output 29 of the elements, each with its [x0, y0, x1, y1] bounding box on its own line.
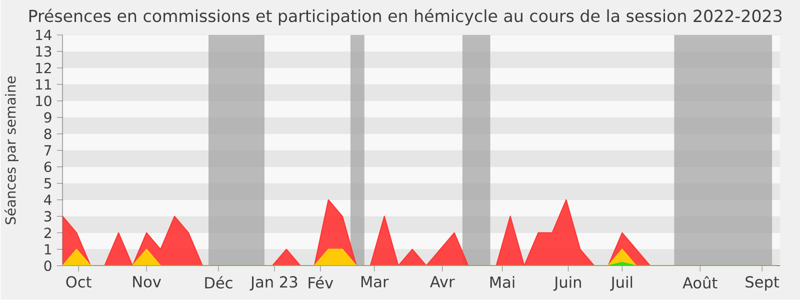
x-tick-label: Juin: [553, 276, 581, 291]
y-tick-label: 3: [44, 211, 52, 222]
x-tick-label: Mai: [490, 276, 514, 288]
y-tick-label: 9: [44, 112, 52, 123]
x-tick-label: Août: [682, 276, 718, 289]
y-tick-label: 6: [44, 162, 52, 172]
x-tick-label: Nov: [133, 276, 161, 288]
y-tick-label: 8: [44, 128, 52, 140]
y-tick-label: 11: [36, 79, 51, 90]
y-tick-label: 7: [44, 145, 52, 156]
x-tick-label: Jan 23: [250, 276, 298, 291]
y-tick-label: 0: [44, 260, 52, 272]
y-tick-label: 5: [44, 178, 52, 189]
y-tick-label: 4: [44, 194, 52, 206]
x-tick-label: Déc: [205, 276, 232, 289]
chart-title: Présences en commissions et participation en hémicycle au cours de la session 2022-2023: [29, 8, 782, 26]
y-tick-label: 1: [44, 244, 51, 254]
y-tick-label: 2: [44, 228, 51, 238]
y-tick-label: 13: [36, 46, 52, 57]
x-tick-label: Sept: [746, 276, 780, 291]
x-tick-label: Oct: [66, 276, 92, 288]
y-tick-label: 10: [36, 96, 52, 106]
x-tick-label: Juil: [610, 276, 632, 291]
x-tick-label: Avr: [430, 276, 455, 288]
x-tick-label: Mar: [361, 276, 389, 288]
y-axis-title: Séances par semaine: [4, 76, 18, 224]
y-tick-label: 12: [36, 62, 51, 74]
y-tick-label: 14: [36, 30, 52, 40]
x-tick-label: Fév: [308, 276, 334, 289]
